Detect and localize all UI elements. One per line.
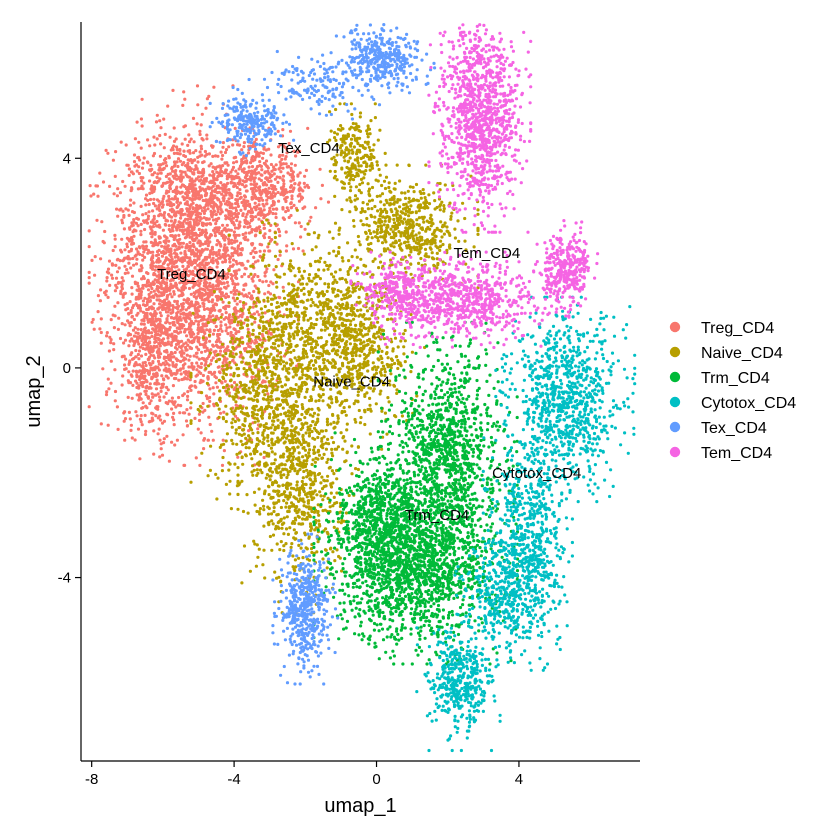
points-tem-cd4: [349, 23, 600, 350]
legend-label: Cytotox_CD4: [701, 395, 796, 412]
legend-swatch: [669, 346, 681, 358]
legend-swatch: [669, 421, 681, 433]
legend-swatch: [669, 396, 681, 408]
x-ticks: -8 -4 0 4: [85, 761, 523, 788]
legend-label: Naive_CD4: [701, 345, 783, 362]
legend-label: Tex_CD4: [701, 420, 767, 437]
legend-item-treg-cd4: Treg_CD4: [669, 320, 774, 337]
legend-swatch: [669, 371, 681, 383]
points-naive-cd4: [189, 102, 480, 615]
axes: -8 -4 0 4 -4 0 4 umap_1 umap_2: [23, 22, 640, 817]
cluster-label-naive-cd4: Naive_CD4: [313, 373, 390, 390]
cluster-label-cytotox-cd4: Cytotox_CD4: [492, 465, 581, 482]
legend-item-trm-cd4: Trm_CD4: [669, 370, 770, 387]
cluster-label-tex-cd4: Tex_CD4: [278, 140, 340, 157]
x-tick-label: -8: [85, 771, 98, 788]
legend-label: Tem_CD4: [701, 445, 772, 462]
y-axis-title: umap_2: [23, 355, 45, 427]
legend-item-tex-cd4: Tex_CD4: [669, 420, 767, 437]
legend-item-tem-cd4: Tem_CD4: [669, 445, 772, 462]
legend-label: Trm_CD4: [701, 370, 770, 387]
legend-swatch: [669, 321, 681, 333]
cluster-labels: Treg_CD4 Naive_CD4 Trm_CD4 Cytotox_CD4 Tex_C…: [157, 140, 581, 524]
legend-item-naive-cd4: Naive_CD4: [669, 345, 783, 362]
x-tick-label: 4: [515, 771, 523, 788]
points-cytotox-cd4: [415, 295, 637, 753]
legend-swatch: [669, 446, 681, 458]
y-tick-label: 4: [63, 150, 71, 167]
points-layer: [87, 23, 637, 753]
x-axis-title: umap_1: [324, 795, 396, 817]
legend-label: Treg_CD4: [701, 320, 774, 337]
x-tick-label: 0: [372, 771, 380, 788]
legend-item-cytotox-cd4: Cytotox_CD4: [669, 395, 796, 412]
y-tick-label: -4: [58, 570, 71, 587]
points-tex-cd4: [208, 23, 437, 686]
y-tick-label: 0: [63, 360, 71, 377]
points-trm-cd4: [312, 320, 520, 666]
cluster-label-trm-cd4: Trm_CD4: [405, 507, 469, 524]
x-tick-label: -4: [227, 771, 240, 788]
legend: Treg_CD4 Naive_CD4 Trm_CD4 Cytotox_CD4 Tex_C…: [669, 320, 796, 462]
points-treg-cd4: [87, 84, 331, 467]
cluster-label-tem-cd4: Tem_CD4: [454, 245, 521, 262]
y-ticks: -4 0 4: [58, 150, 81, 587]
cluster-label-treg-cd4: Treg_CD4: [157, 266, 226, 283]
